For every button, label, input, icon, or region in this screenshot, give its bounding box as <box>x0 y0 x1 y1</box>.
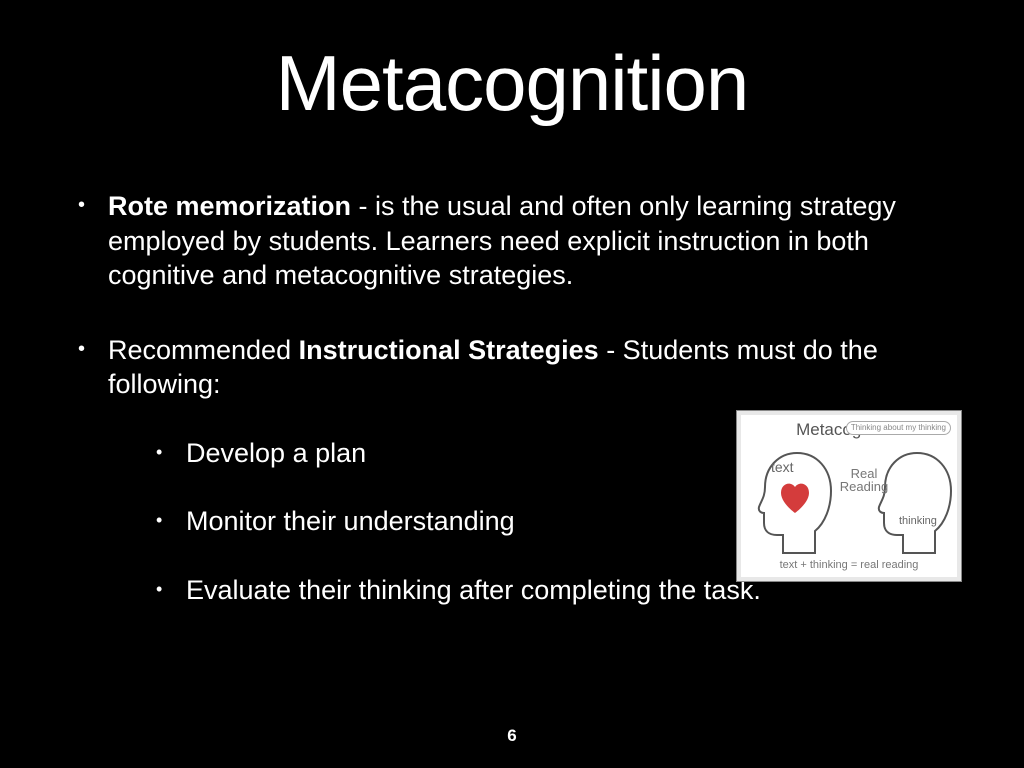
diagram-label-text: text <box>771 459 794 475</box>
page-number: 6 <box>0 726 1024 746</box>
head-right-icon <box>879 453 951 553</box>
bullet-1-bold: Rote memorization <box>108 191 351 221</box>
diagram-inner: Metacognition Thinking about my thinking… <box>741 415 957 577</box>
diagram-label-real: Real Reading <box>839 467 889 493</box>
slide: Metacognition Rote memorization - is the… <box>0 0 1024 768</box>
slide-title: Metacognition <box>60 38 964 129</box>
diagram-label-thinking: thinking <box>899 515 937 527</box>
heart-icon <box>781 484 809 513</box>
thought-bubble: Thinking about my thinking <box>846 421 951 435</box>
bullet-item-1: Rote memorization - is the usual and oft… <box>72 189 964 293</box>
bullet-2-pre: Recommended <box>108 335 299 365</box>
metacognition-diagram: Metacognition Thinking about my thinking… <box>736 410 962 582</box>
diagram-caption: text + thinking = real reading <box>741 559 957 571</box>
bullet-2-bold: Instructional Strategies <box>299 335 599 365</box>
